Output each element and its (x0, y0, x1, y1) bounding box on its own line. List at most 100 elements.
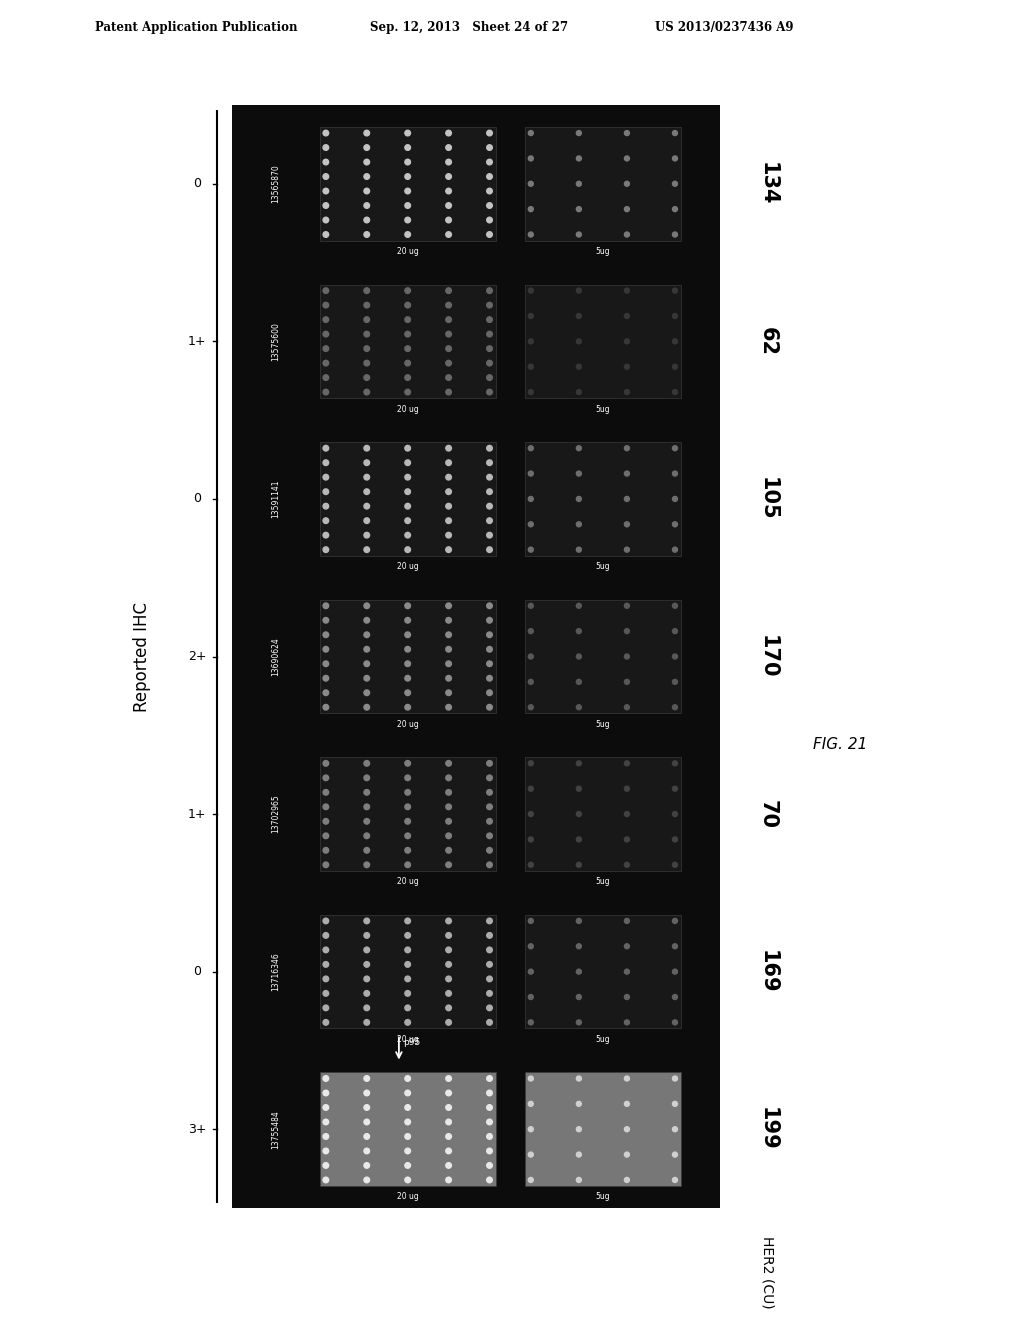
Bar (524, 442, 681, 556)
Circle shape (486, 1134, 493, 1139)
Circle shape (673, 207, 678, 211)
Circle shape (486, 789, 493, 795)
Circle shape (486, 919, 493, 924)
Text: Sep. 12, 2013   Sheet 24 of 27: Sep. 12, 2013 Sheet 24 of 27 (370, 21, 568, 33)
Circle shape (577, 837, 582, 842)
Circle shape (404, 833, 411, 838)
Circle shape (445, 760, 452, 766)
Circle shape (323, 818, 329, 824)
Circle shape (486, 1163, 493, 1168)
Circle shape (445, 503, 452, 510)
Circle shape (445, 218, 452, 223)
Circle shape (625, 760, 630, 766)
Circle shape (364, 760, 370, 766)
Circle shape (486, 948, 493, 953)
Circle shape (528, 1127, 534, 1131)
Circle shape (404, 1177, 411, 1183)
Text: 13702965: 13702965 (271, 795, 281, 833)
Circle shape (486, 145, 493, 150)
Circle shape (625, 969, 630, 974)
Circle shape (577, 181, 582, 186)
Circle shape (445, 488, 452, 495)
Circle shape (528, 653, 534, 659)
Text: HER2 (CU): HER2 (CU) (761, 1236, 775, 1308)
Circle shape (625, 339, 630, 343)
Circle shape (323, 474, 329, 480)
Circle shape (625, 446, 630, 450)
Circle shape (445, 288, 452, 293)
Circle shape (364, 975, 370, 982)
Circle shape (364, 775, 370, 780)
Circle shape (323, 302, 329, 308)
Circle shape (528, 1101, 534, 1106)
Circle shape (673, 760, 678, 766)
Circle shape (445, 389, 452, 395)
Circle shape (445, 1119, 452, 1125)
Circle shape (323, 833, 329, 838)
Circle shape (625, 837, 630, 842)
Circle shape (323, 961, 329, 968)
Circle shape (673, 705, 678, 710)
Circle shape (528, 969, 534, 974)
Circle shape (577, 760, 582, 766)
Circle shape (445, 302, 452, 308)
Circle shape (625, 207, 630, 211)
Circle shape (577, 680, 582, 684)
Circle shape (323, 1177, 329, 1183)
Circle shape (486, 833, 493, 838)
Bar (319, 285, 496, 399)
Circle shape (486, 203, 493, 209)
Circle shape (577, 1127, 582, 1131)
Circle shape (364, 804, 370, 809)
Text: FIG. 21: FIG. 21 (813, 738, 867, 752)
Circle shape (404, 302, 411, 308)
Circle shape (323, 1076, 329, 1081)
Text: 0: 0 (193, 965, 201, 978)
Circle shape (673, 653, 678, 659)
Text: 20 ug: 20 ug (397, 878, 419, 886)
Circle shape (404, 1090, 411, 1096)
Circle shape (364, 833, 370, 838)
Circle shape (528, 944, 534, 949)
Circle shape (323, 1148, 329, 1154)
Circle shape (486, 1105, 493, 1110)
Circle shape (323, 1119, 329, 1125)
Circle shape (404, 775, 411, 780)
Bar (319, 599, 496, 713)
Bar (232, 106, 720, 1208)
Circle shape (364, 145, 370, 150)
Circle shape (323, 145, 329, 150)
Circle shape (445, 948, 452, 953)
Circle shape (404, 676, 411, 681)
Circle shape (404, 661, 411, 667)
Circle shape (323, 218, 329, 223)
Circle shape (577, 705, 582, 710)
Circle shape (364, 1019, 370, 1026)
Circle shape (673, 628, 678, 634)
Circle shape (445, 445, 452, 451)
Bar (319, 758, 496, 871)
Circle shape (445, 189, 452, 194)
Circle shape (404, 389, 411, 395)
Circle shape (486, 131, 493, 136)
Circle shape (486, 1076, 493, 1081)
Circle shape (323, 603, 329, 609)
Circle shape (486, 546, 493, 553)
Circle shape (404, 789, 411, 795)
Circle shape (577, 1101, 582, 1106)
Text: 13716346: 13716346 (271, 952, 281, 991)
Circle shape (364, 647, 370, 652)
Circle shape (445, 705, 452, 710)
Circle shape (486, 1119, 493, 1125)
Circle shape (577, 389, 582, 395)
Text: Reported IHC: Reported IHC (133, 602, 151, 711)
Circle shape (486, 389, 493, 395)
Circle shape (528, 548, 534, 552)
Text: 199: 199 (758, 1107, 778, 1151)
Circle shape (364, 632, 370, 638)
Circle shape (404, 174, 411, 180)
Circle shape (528, 1177, 534, 1183)
Text: 3+: 3+ (187, 1123, 206, 1135)
Circle shape (486, 961, 493, 968)
Circle shape (486, 360, 493, 366)
